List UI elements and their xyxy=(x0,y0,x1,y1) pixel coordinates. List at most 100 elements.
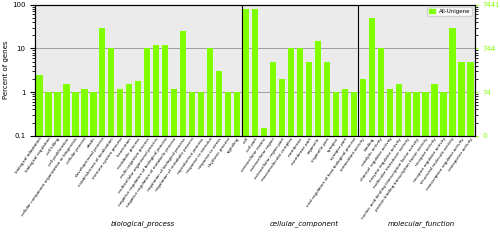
Text: cellular_component: cellular_component xyxy=(270,220,339,227)
Text: membrane: membrane xyxy=(287,137,303,158)
Text: viral regulation of host biological process: viral regulation of host biological proc… xyxy=(306,137,357,208)
Bar xyxy=(225,92,231,234)
Bar xyxy=(36,75,43,234)
Text: multicellular organismal process: multicellular organismal process xyxy=(118,137,160,194)
Text: macromolecular complex: macromolecular complex xyxy=(261,137,294,182)
Bar xyxy=(117,89,123,234)
Text: biological regulation: biological regulation xyxy=(24,137,52,173)
Bar xyxy=(422,92,429,234)
Bar xyxy=(450,28,456,234)
Bar xyxy=(46,92,52,234)
Text: extracellular region: extracellular region xyxy=(250,137,276,172)
Text: signaling: signaling xyxy=(226,137,240,154)
Text: structural molecule activity: structural molecule activity xyxy=(420,137,456,186)
Text: multi-organism process: multi-organism process xyxy=(120,137,150,179)
Bar xyxy=(396,84,402,234)
Text: synapse part: synapse part xyxy=(330,137,348,161)
Text: organelle: organelle xyxy=(307,137,321,155)
Bar xyxy=(81,89,87,234)
Text: receptor regulator activity: receptor regulator activity xyxy=(412,137,447,183)
Bar xyxy=(252,9,258,234)
Text: negative regulation of biological process: negative regulation of biological proces… xyxy=(118,137,168,207)
Bar xyxy=(432,84,438,234)
Bar xyxy=(360,79,366,234)
Bar xyxy=(386,89,393,234)
Bar xyxy=(243,9,249,234)
Text: rhythmic process: rhythmic process xyxy=(208,137,232,168)
Text: metabolic process: metabolic process xyxy=(117,137,141,170)
Bar xyxy=(468,62,473,234)
Bar xyxy=(180,31,186,234)
Bar xyxy=(171,89,177,234)
Bar xyxy=(368,18,375,234)
Text: binding: binding xyxy=(363,137,375,152)
Text: reproductive process: reproductive process xyxy=(176,137,204,175)
Text: protein binding transcription factor activity: protein binding transcription factor act… xyxy=(375,137,429,212)
Text: cell killing: cell killing xyxy=(46,137,60,156)
Text: synapse: synapse xyxy=(326,137,339,153)
Bar xyxy=(378,48,384,234)
Bar xyxy=(404,92,411,234)
Text: regulation of metabolic process: regulation of metabolic process xyxy=(155,137,196,192)
Text: receptor activity: receptor activity xyxy=(415,137,438,167)
Bar xyxy=(99,28,105,234)
Text: nucleic acid binding transcription factor activity: nucleic acid binding transcription facto… xyxy=(360,137,420,220)
Legend: All-Unigene: All-Unigene xyxy=(428,7,472,16)
Text: cell: cell xyxy=(242,137,250,145)
Bar xyxy=(135,81,141,234)
Text: enzyme regulator activity: enzyme regulator activity xyxy=(368,137,402,183)
Text: extracellular matrix: extracellular matrix xyxy=(240,137,268,172)
Bar xyxy=(261,128,267,234)
Bar xyxy=(234,92,240,234)
Bar xyxy=(216,71,222,234)
Text: cell proliferation: cell proliferation xyxy=(48,137,70,167)
Bar xyxy=(288,48,294,234)
Bar xyxy=(270,62,276,234)
Text: negative regulation of metabolic process: negative regulation of metabolic process xyxy=(126,137,178,208)
Text: death: death xyxy=(86,137,97,149)
Text: establishment of localization: establishment of localization xyxy=(78,137,114,187)
Text: cell part: cell part xyxy=(246,137,258,153)
Bar xyxy=(297,48,303,234)
Text: antioxidant activity: antioxidant activity xyxy=(340,137,366,172)
Bar xyxy=(314,41,321,234)
Bar xyxy=(324,62,330,234)
Text: biological adaptation: biological adaptation xyxy=(15,137,43,174)
Bar xyxy=(279,79,285,234)
Bar xyxy=(440,92,446,234)
Bar xyxy=(306,62,312,234)
Bar xyxy=(189,92,196,234)
Text: cellular process: cellular process xyxy=(66,137,88,165)
Text: locomotion: locomotion xyxy=(116,137,132,158)
Bar xyxy=(144,48,150,234)
Bar xyxy=(198,92,204,234)
Text: extracellular region part: extracellular region part xyxy=(254,137,285,180)
Bar xyxy=(207,48,213,234)
Y-axis label: Percent of genes: Percent of genes xyxy=(3,41,9,99)
Bar xyxy=(414,92,420,234)
Text: organelle part: organelle part xyxy=(310,137,330,163)
Bar xyxy=(108,48,114,234)
Bar xyxy=(153,45,160,234)
Text: transcription regulator activity: transcription regulator activity xyxy=(426,137,465,191)
Bar xyxy=(64,84,70,234)
Text: response to stress: response to stress xyxy=(198,137,222,170)
Text: developmental process: developmental process xyxy=(75,137,106,178)
Bar xyxy=(72,92,78,234)
Bar xyxy=(162,45,168,234)
Bar xyxy=(350,92,357,234)
Text: molecular_function: molecular_function xyxy=(388,220,454,227)
Text: biological_process: biological_process xyxy=(110,220,175,227)
Text: regulation of biological process: regulation of biological process xyxy=(146,137,186,191)
Bar xyxy=(332,92,339,234)
Text: molecular transducer activity: molecular transducer activity xyxy=(373,137,411,189)
Bar xyxy=(126,84,132,234)
Text: channel regulator activity: channel regulator activity xyxy=(360,137,393,183)
Bar xyxy=(54,92,60,234)
Text: catalytic activity: catalytic activity xyxy=(361,137,384,167)
Text: transporter activity: transporter activity xyxy=(448,137,474,172)
Text: membrane part: membrane part xyxy=(290,137,312,166)
Text: response to stimulus: response to stimulus xyxy=(186,137,214,174)
Bar xyxy=(342,89,348,234)
Text: immune system process: immune system process xyxy=(92,137,124,180)
